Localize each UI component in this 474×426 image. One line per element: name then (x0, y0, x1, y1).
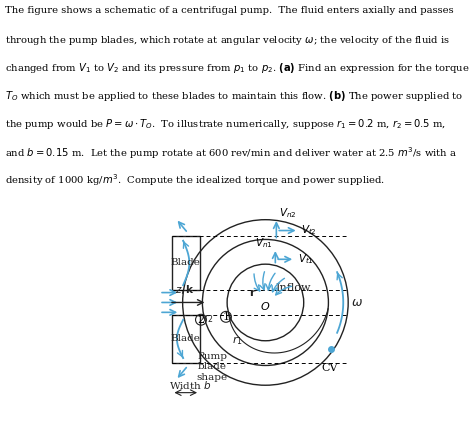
Text: $r_1$: $r_1$ (232, 334, 242, 347)
Text: Pump
blade
shape: Pump blade shape (197, 352, 228, 382)
Text: $V_{n2}$: $V_{n2}$ (279, 206, 296, 219)
Text: $V_{t1}$: $V_{t1}$ (298, 252, 313, 266)
Text: Width $b$: Width $b$ (169, 380, 212, 391)
Text: $V_{t2}$: $V_{t2}$ (301, 224, 317, 237)
Text: the pump would be $P = \omega \cdot T_O$.  To illustrate numerically, suppose $r: the pump would be $P = \omega \cdot T_O$… (5, 117, 446, 131)
Text: through the pump blades, which rotate at angular velocity $\omega$; the velocity: through the pump blades, which rotate at… (5, 34, 450, 46)
Text: $\mathbf{r}$: $\mathbf{r}$ (249, 287, 257, 298)
Text: 2: 2 (197, 315, 205, 325)
Text: CV: CV (321, 363, 337, 373)
Text: Inflow: Inflow (275, 282, 311, 293)
Text: changed from $V_1$ to $V_2$ and its pressure from $p_1$ to $p_2$. $\mathbf{(a)}$: changed from $V_1$ to $V_2$ and its pres… (5, 61, 469, 75)
Bar (172, 236, 200, 290)
Text: $r_2$: $r_2$ (203, 312, 214, 325)
Text: The figure shows a schematic of a centrifugal pump.  The fluid enters axially an: The figure shows a schematic of a centri… (5, 6, 453, 15)
Text: Blade: Blade (171, 334, 201, 343)
Text: density of 1000 kg/$m^3$.  Compute the idealized torque and power supplied.: density of 1000 kg/$m^3$. Compute the id… (5, 173, 385, 188)
Bar (172, 315, 200, 363)
Text: and $b = 0.15$ m.  Let the pump rotate at 600 rev/min and deliver water at 2.5 $: and $b = 0.15$ m. Let the pump rotate at… (5, 145, 457, 161)
Text: 1: 1 (222, 312, 229, 322)
Text: $V_{n1}$: $V_{n1}$ (255, 236, 273, 250)
Text: $z,\mathbf{k}$: $z,\mathbf{k}$ (175, 283, 195, 296)
Text: $\omega$: $\omega$ (351, 296, 363, 309)
Text: $O$: $O$ (260, 300, 271, 312)
Text: Blade: Blade (171, 259, 201, 268)
Text: $T_O$ which must be applied to these blades to maintain this flow. $\mathbf{(b)}: $T_O$ which must be applied to these bla… (5, 89, 463, 103)
